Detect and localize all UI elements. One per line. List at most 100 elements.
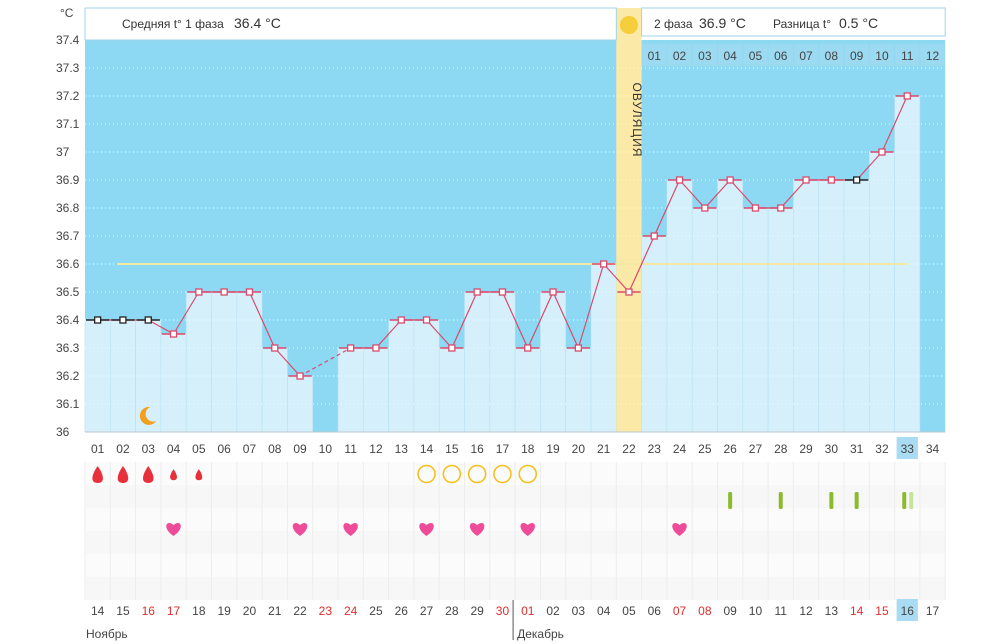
- cycle-day-label: 24: [673, 442, 687, 456]
- temperature-segment: [729, 179, 756, 209]
- test-mark-icon: [728, 492, 733, 509]
- temperature-point: [346, 344, 355, 352]
- temperature-segment: [881, 95, 908, 153]
- temperature-point: [245, 288, 254, 296]
- date-label: 27: [420, 604, 434, 618]
- y-tick-label: 37.1: [56, 117, 80, 131]
- heart-icon: [166, 523, 181, 536]
- y-tick-label: 36.6: [56, 257, 80, 271]
- ring-icon: [417, 464, 436, 484]
- phase2-day-cell: [743, 44, 768, 66]
- temperature-segment: [552, 291, 579, 349]
- y-tick-label: 36.7: [56, 229, 80, 243]
- cycle-day-label: 03: [142, 442, 156, 456]
- y-tick-label: 36.9: [56, 173, 80, 187]
- test-mark-icon: [854, 492, 859, 509]
- ring-marks: [417, 464, 538, 484]
- date-label: 08: [698, 604, 712, 618]
- ovulation-label: ОВУЛЯЦИЯ: [630, 83, 644, 158]
- temperature-segment: [780, 179, 807, 209]
- date-label: 14: [850, 604, 864, 618]
- temperature-point: [144, 316, 152, 324]
- temp-bar: [514, 347, 541, 433]
- cycle-day-label: 09: [293, 442, 307, 456]
- phase2-day-cell: [895, 44, 920, 66]
- temperature-segment: [299, 347, 351, 377]
- cycle-day-label: 11: [344, 442, 357, 456]
- cycle-day-label: 22: [622, 442, 636, 456]
- blood-drop-icon: [170, 469, 177, 481]
- temp-bar: [464, 291, 491, 433]
- date-label: 18: [192, 604, 206, 618]
- cycle-day-label: 10: [319, 442, 333, 456]
- temperature-point: [574, 344, 582, 352]
- temperature-point: [675, 176, 684, 184]
- cycle-day-label: 25: [698, 442, 712, 456]
- temp-bar: [641, 235, 668, 433]
- temperature-segment: [679, 179, 706, 209]
- cycle-day-label: 19: [546, 442, 560, 456]
- heart-icon: [672, 523, 687, 536]
- ring-icon: [518, 464, 538, 484]
- test-mark-icon: [902, 492, 907, 509]
- y-tick-label: 37.4: [56, 33, 80, 47]
- cycle-day-label: 16: [470, 442, 484, 456]
- moon-icon: [139, 406, 157, 425]
- temperature-point: [195, 288, 203, 296]
- temperature-segment: [375, 319, 402, 349]
- date-label: 14: [91, 604, 105, 618]
- heart-icon: [292, 523, 308, 536]
- bleeding-marks: [92, 466, 203, 483]
- temp-bar: [818, 179, 845, 433]
- temperature-point: [169, 330, 178, 338]
- y-unit-label: °C: [60, 6, 74, 20]
- date-label: 24: [344, 604, 358, 618]
- phase2-day-cell: [642, 44, 667, 66]
- temperature-point: [549, 288, 557, 296]
- phase2-day-number: 02: [673, 49, 687, 63]
- cycle-day-label: 20: [572, 442, 586, 456]
- temperature-point: [625, 288, 633, 296]
- cycle-day-label: 23: [648, 442, 662, 456]
- temperature-segment: [147, 319, 174, 335]
- y-tick-label: 36.3: [56, 341, 80, 355]
- phase2-day-number: 08: [825, 49, 839, 63]
- phase2-day-cell: [920, 44, 945, 66]
- phase2-day-cell: [667, 44, 692, 66]
- cycle-day-label: 26: [723, 442, 737, 456]
- date-label: 25: [369, 604, 383, 618]
- y-tick-label: 36.4: [56, 313, 80, 327]
- temperature-segment: [451, 291, 478, 349]
- temp-bar: [261, 347, 288, 433]
- date-label: 17: [926, 604, 940, 618]
- temperature-point: [802, 176, 810, 184]
- phase2-average-value: 36.9 °C: [699, 15, 746, 31]
- phase2-header-box: [641, 7, 946, 37]
- date-labels: 14 15 16 17 18 19 20 21 22 23 24 25 26 27 28 29 30 01 02 03…: [91, 599, 940, 621]
- date-label: 05: [622, 604, 636, 618]
- temperature-bars: [84, 40, 921, 433]
- sun-icon: [619, 16, 638, 34]
- temp-bar: [362, 347, 389, 433]
- date-label: 09: [723, 604, 737, 618]
- temperature-point: [220, 288, 228, 296]
- cycle-day-label: 28: [774, 442, 788, 456]
- phase2-day-numbers: 01 02 03 04 05 06 07 08 09 10 11 12: [642, 44, 945, 66]
- temperature-point: [397, 316, 405, 324]
- date-label: 17: [167, 604, 181, 618]
- phase2-day-cell: [844, 44, 869, 66]
- y-tick-label: 37.2: [56, 89, 80, 103]
- ring-icon: [493, 464, 512, 484]
- phase2-day-cell: [869, 44, 895, 66]
- temperature-segment: [173, 291, 200, 335]
- temp-bar: [565, 347, 592, 433]
- temperature-point: [498, 288, 507, 296]
- ring-icon: [467, 464, 487, 484]
- date-label: 22: [293, 604, 307, 618]
- cycle-day-label: 27: [749, 442, 763, 456]
- temp-bar: [337, 347, 364, 433]
- temperature-segment: [527, 291, 554, 349]
- temperature-point: [448, 344, 456, 352]
- phase2-day-number: 10: [875, 49, 889, 63]
- cycle-day-label: 06: [217, 442, 231, 456]
